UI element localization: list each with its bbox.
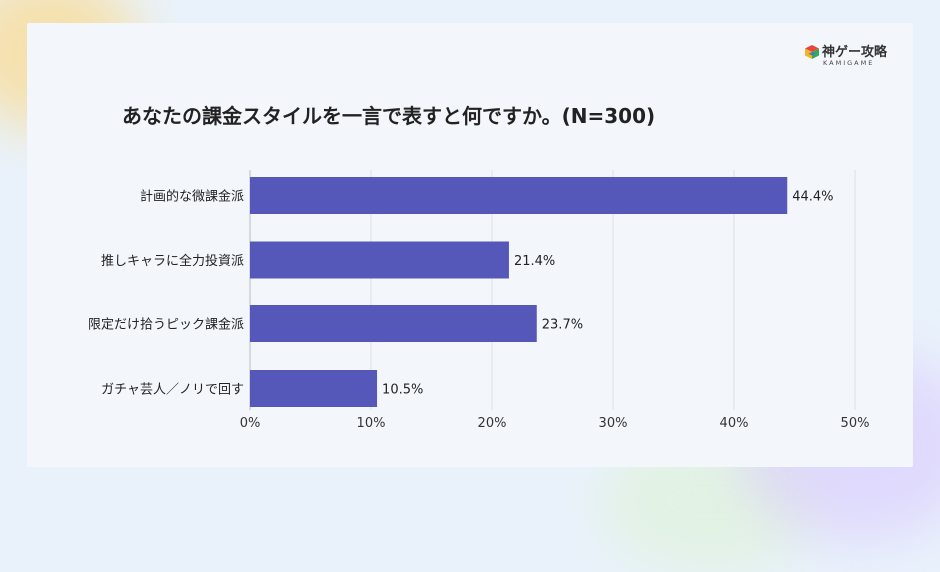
brand-logo: 神ゲー攻略 KAMIGAME	[804, 42, 904, 72]
x-tick-label: 10%	[357, 416, 386, 431]
value-label: 21.4%	[514, 254, 555, 269]
x-tick-label: 50%	[841, 416, 870, 431]
category-label: 限定だけ拾うピック課金派	[88, 317, 244, 333]
brand-name: 神ゲー攻略	[822, 45, 888, 60]
x-tick-label: 30%	[599, 416, 628, 431]
brand-cube-icon	[805, 45, 819, 59]
chart-title: あなたの課金スタイルを一言で表すと何ですか。(N=300)	[122, 104, 656, 128]
x-tick-label: 40%	[720, 416, 749, 431]
value-label: 23.7%	[542, 318, 583, 333]
bar	[250, 370, 378, 407]
x-tick-label: 0%	[240, 416, 261, 431]
value-label: 10.5%	[382, 383, 423, 398]
brand-subtitle: KAMIGAME	[823, 59, 875, 67]
category-label: 計画的な微課金派	[140, 189, 244, 205]
bar	[250, 241, 509, 279]
category-label: 推しキャラに全力投資派	[101, 253, 244, 269]
category-label: ガチャ芸人／ノリで回す	[101, 382, 244, 398]
bar	[250, 305, 537, 342]
value-label: 44.4%	[792, 190, 833, 205]
bar	[250, 177, 788, 214]
x-tick-label: 20%	[478, 416, 507, 431]
bar-chart: 0% 10% 20% 30% 40% 50% 計画的な微課金派 44.4% 推しキャラに全力投資…	[88, 170, 870, 431]
